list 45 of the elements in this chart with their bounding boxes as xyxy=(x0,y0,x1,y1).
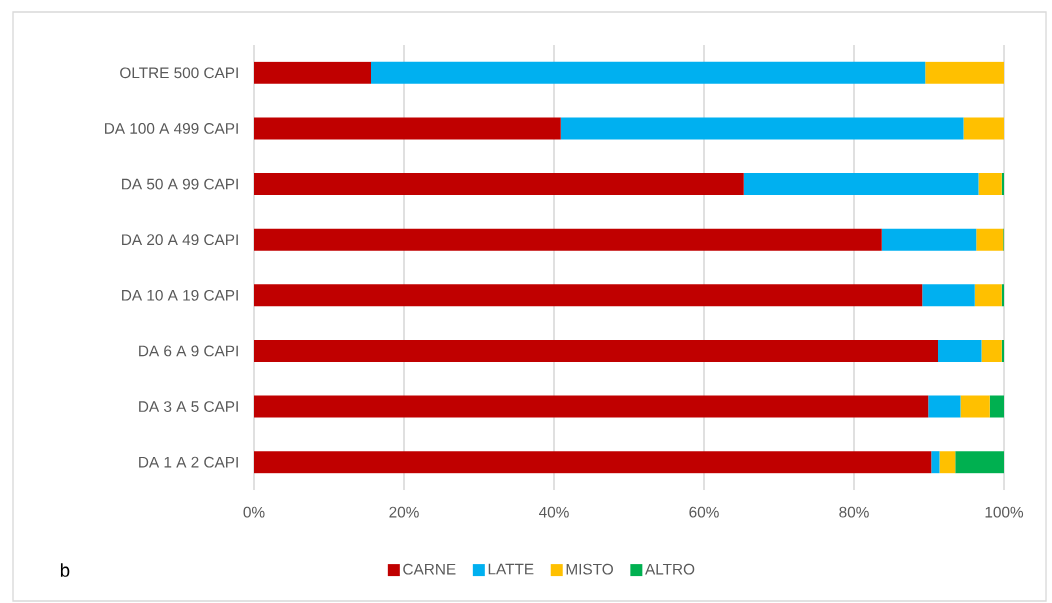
bar xyxy=(254,395,929,418)
y-tick-label: DA 100 A 499 CAPI xyxy=(105,123,238,134)
y-tick-label: DA 20 A 49 CAPI xyxy=(122,234,238,246)
bar xyxy=(928,395,961,418)
bar xyxy=(938,339,982,362)
x-tick-label: 80% xyxy=(839,506,869,518)
bar xyxy=(254,339,939,362)
bar xyxy=(939,451,956,474)
bar xyxy=(743,173,979,196)
bar xyxy=(976,228,1004,251)
bar xyxy=(925,61,1005,84)
bar xyxy=(371,61,926,84)
y-tick-label: DA 50 A 99 CAPI xyxy=(122,178,238,190)
bar xyxy=(254,61,371,84)
bar xyxy=(254,228,882,251)
bar xyxy=(254,284,923,307)
x-tick-label: 100% xyxy=(985,506,1024,518)
y-tick-label: DA 6 A 9 CAPI xyxy=(139,345,238,357)
bar xyxy=(989,395,1005,418)
bar xyxy=(978,173,1002,196)
bar xyxy=(254,173,744,196)
bar xyxy=(955,451,1005,474)
x-tick-label: 20% xyxy=(389,506,419,518)
y-tick-label: DA 10 A 19 CAPI xyxy=(122,289,238,301)
x-tick-label: 40% xyxy=(539,506,569,518)
x-tick-label: 0% xyxy=(243,506,265,518)
text: b xyxy=(60,563,70,577)
bar xyxy=(922,284,975,307)
bar xyxy=(881,228,977,251)
y-tick-label: OLTRE 500 CAPI xyxy=(120,67,238,79)
legend-label: LATTE xyxy=(488,563,534,575)
bar xyxy=(560,117,964,140)
legend-label: ALTRO xyxy=(645,563,695,575)
bar xyxy=(254,451,932,474)
bar xyxy=(974,284,1002,307)
y-tick-label: DA 3 A 5 CAPI xyxy=(139,401,238,412)
bar xyxy=(963,117,1005,140)
bar xyxy=(981,339,1002,362)
legend-label: CARNE xyxy=(403,563,456,575)
bar xyxy=(254,117,561,140)
y-tick-label: DA 1 A 2 CAPI xyxy=(139,456,238,468)
legend-label: MISTO xyxy=(566,563,613,575)
x-tick-label: 60% xyxy=(689,506,719,518)
bar xyxy=(931,451,940,474)
bar xyxy=(960,395,990,418)
